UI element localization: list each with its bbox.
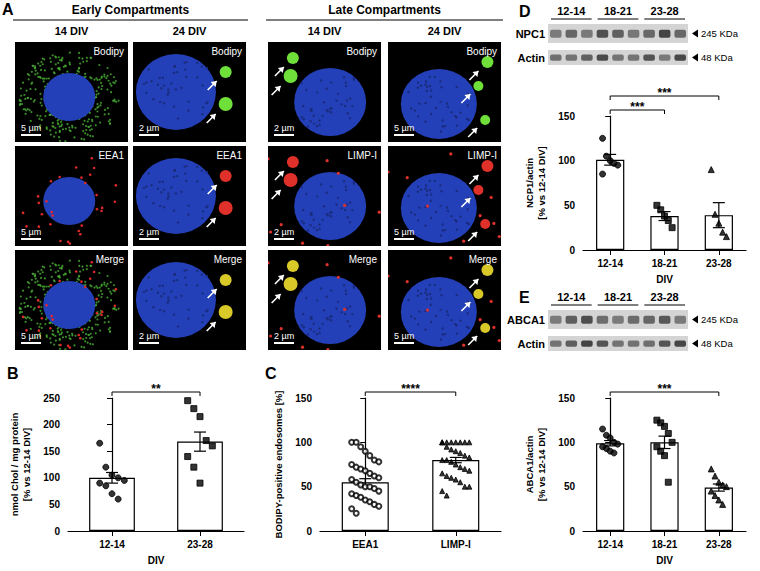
svg-text:C: C [265, 365, 277, 382]
svg-text:[% vs 12-14 DIV]: [% vs 12-14 DIV] [536, 428, 547, 501]
svg-text:48 KDa: 48 KDa [701, 52, 733, 63]
svg-text:EEA1: EEA1 [216, 150, 242, 161]
svg-text:5 µm: 5 µm [394, 227, 414, 237]
svg-text:Late Compartments: Late Compartments [328, 3, 441, 17]
svg-text:BODIPY-positive endosomes [%]: BODIPY-positive endosomes [%] [273, 391, 284, 539]
svg-text:0: 0 [54, 526, 60, 537]
svg-text:0: 0 [306, 526, 312, 537]
svg-text:LIMP-I: LIMP-I [348, 150, 377, 161]
svg-text:23-28: 23-28 [187, 539, 213, 550]
svg-text:[% vs 12-14 DIV]: [% vs 12-14 DIV] [536, 146, 547, 219]
svg-text:2 µm: 2 µm [274, 227, 294, 237]
svg-text:12-14: 12-14 [597, 258, 623, 269]
svg-text:Actin: Actin [518, 338, 546, 350]
svg-text:2 µm: 2 µm [139, 331, 159, 341]
svg-text:nmol Chol / mg protein: nmol Chol / mg protein [9, 413, 20, 517]
svg-text:18-21: 18-21 [604, 291, 632, 303]
svg-text:5 µm: 5 µm [394, 123, 414, 133]
svg-text:DIV: DIV [148, 555, 165, 566]
svg-text:DIV: DIV [656, 555, 673, 566]
svg-text:100: 100 [558, 155, 575, 166]
svg-text:100: 100 [295, 437, 312, 448]
svg-text:Merge: Merge [349, 254, 378, 265]
svg-text:50: 50 [564, 481, 576, 492]
svg-text:5 µm: 5 µm [21, 227, 41, 237]
svg-text:150: 150 [558, 111, 575, 122]
svg-text:12-14: 12-14 [99, 539, 125, 550]
svg-text:18-21: 18-21 [604, 5, 632, 17]
svg-text:ABCA1/actin: ABCA1/actin [524, 436, 535, 494]
svg-text:12-14: 12-14 [557, 5, 586, 17]
svg-text:12-14: 12-14 [597, 539, 623, 550]
svg-text:2 µm: 2 µm [139, 123, 159, 133]
svg-text:LIMP-I: LIMP-I [468, 150, 497, 161]
svg-text:***: *** [657, 382, 671, 396]
svg-text:0: 0 [569, 526, 575, 537]
svg-text:ABCA1: ABCA1 [507, 314, 545, 326]
svg-text:0: 0 [569, 245, 575, 256]
svg-text:NCP1/actin: NCP1/actin [524, 158, 535, 208]
svg-text:Bodipy: Bodipy [93, 46, 124, 57]
svg-text:23-28: 23-28 [706, 258, 732, 269]
svg-text:***: *** [630, 100, 644, 114]
svg-text:Merge: Merge [214, 254, 243, 265]
svg-text:245 KDa: 245 KDa [701, 28, 739, 39]
svg-text:**: ** [151, 382, 161, 396]
svg-text:Actin: Actin [518, 52, 546, 64]
svg-text:Merge: Merge [96, 254, 125, 265]
svg-text:100: 100 [558, 437, 575, 448]
svg-text:12-14: 12-14 [557, 291, 586, 303]
svg-text:2 µm: 2 µm [139, 227, 159, 237]
svg-text:DIV: DIV [656, 274, 673, 285]
svg-text:Merge: Merge [469, 254, 498, 265]
svg-text:Bodipy: Bodipy [466, 46, 497, 57]
svg-text:250: 250 [43, 393, 60, 404]
svg-text:****: **** [401, 382, 420, 396]
svg-text:24 DIV: 24 DIV [173, 25, 207, 37]
svg-text:23-28: 23-28 [651, 291, 679, 303]
svg-text:E: E [519, 289, 530, 306]
svg-text:100: 100 [43, 472, 60, 483]
svg-text:5 µm: 5 µm [394, 331, 414, 341]
svg-text:24 DIV: 24 DIV [428, 25, 462, 37]
svg-text:50: 50 [564, 200, 576, 211]
svg-text:48 KDa: 48 KDa [701, 338, 733, 349]
svg-text:A: A [2, 1, 14, 18]
svg-text:EEA1: EEA1 [352, 539, 379, 550]
svg-text:LIMP-I: LIMP-I [441, 539, 471, 550]
svg-text:EEA1: EEA1 [98, 150, 124, 161]
svg-text:18-21: 18-21 [652, 539, 678, 550]
svg-text:150: 150 [43, 446, 60, 457]
svg-text:D: D [519, 3, 531, 20]
svg-text:[% vs 12-14 DIV]: [% vs 12-14 DIV] [21, 428, 32, 501]
svg-text:18-21: 18-21 [652, 258, 678, 269]
svg-text:245 KDa: 245 KDa [701, 314, 739, 325]
svg-text:23-28: 23-28 [706, 539, 732, 550]
svg-text:50: 50 [301, 481, 313, 492]
svg-text:150: 150 [558, 393, 575, 404]
svg-text:***: *** [657, 86, 671, 100]
svg-text:14 DIV: 14 DIV [308, 25, 342, 37]
svg-text:14 DIV: 14 DIV [55, 25, 89, 37]
svg-text:200: 200 [43, 419, 60, 430]
svg-text:Early Compartments: Early Compartments [72, 3, 190, 17]
svg-text:23-28: 23-28 [651, 5, 679, 17]
svg-text:50: 50 [49, 499, 61, 510]
svg-text:B: B [7, 365, 19, 382]
svg-text:150: 150 [295, 393, 312, 404]
svg-text:Bodipy: Bodipy [211, 46, 242, 57]
svg-text:Bodipy: Bodipy [346, 46, 377, 57]
svg-text:2 µm: 2 µm [274, 123, 294, 133]
svg-text:5 µm: 5 µm [21, 331, 41, 341]
svg-text:5 µm: 5 µm [21, 123, 41, 133]
svg-text:2 µm: 2 µm [274, 331, 294, 341]
svg-text:NPC1: NPC1 [516, 28, 545, 40]
